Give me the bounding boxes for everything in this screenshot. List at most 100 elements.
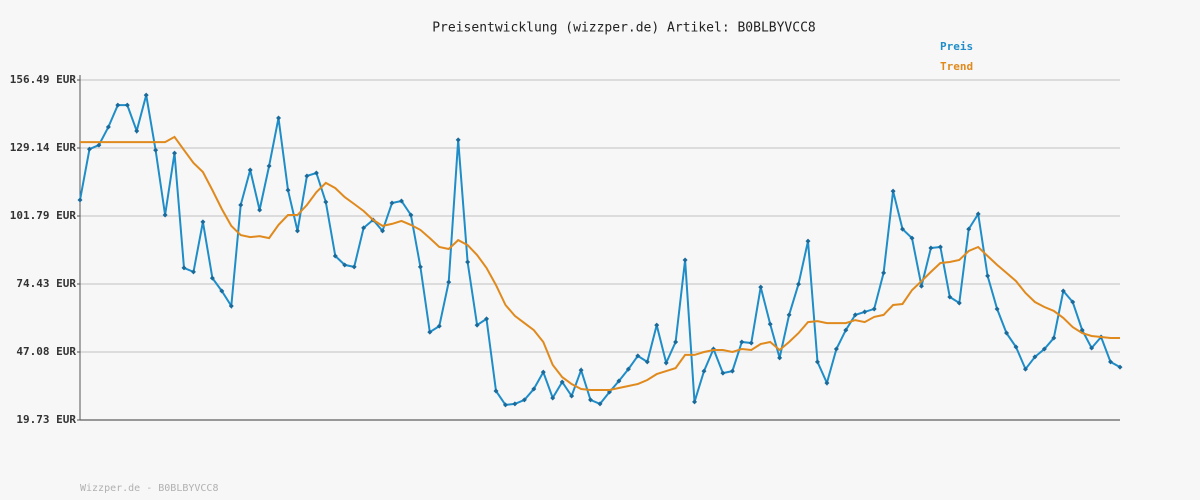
data-point [824,380,830,386]
data-point [928,245,934,251]
data-point [266,163,272,169]
data-point [200,219,206,225]
series-line [80,135,1120,391]
data-point [143,92,149,98]
data-point [238,202,244,208]
data-point [190,269,196,275]
data-point [729,368,735,374]
data-point [294,228,300,234]
data-point [569,393,575,399]
data-point [521,397,527,403]
data-point [720,370,726,376]
data-point [1022,366,1028,372]
data-point [540,369,546,375]
data-point [276,115,282,121]
data-point [247,167,253,173]
data-point [1004,330,1010,336]
data-point [909,235,915,241]
data-point [843,327,849,333]
data-point [890,188,896,194]
data-point [900,226,906,232]
data-point [625,366,631,372]
data-point [417,264,423,270]
data-point [805,238,811,244]
data-point [124,102,130,108]
data-point [96,142,102,148]
footer: Wizzper.de - B0BLBYVCC8 [80,483,218,494]
data-point [975,211,981,217]
data-point [1032,354,1038,360]
data-point [351,264,357,270]
data-point [361,225,367,231]
data-point [1041,346,1047,352]
data-point [748,340,754,346]
data-point [427,329,433,335]
data-point [446,279,452,285]
data-point [153,147,159,153]
y-tick-label: 19.73 EUR [16,413,76,426]
y-tick-label: 47.08 EUR [16,345,76,358]
data-point [616,378,622,384]
data-point [304,173,310,179]
data-point [228,303,234,309]
data-point [474,322,480,328]
data-point [881,270,887,276]
data-point [692,399,698,405]
data-point [588,397,594,403]
data-point [1051,335,1057,341]
data-point [796,281,802,287]
data-point [342,262,348,268]
data-point [398,198,404,204]
data-point [833,346,839,352]
data-point [105,124,111,130]
data-point [559,379,565,385]
data-point [739,339,745,345]
data-point [1089,345,1095,351]
data-point [332,253,338,259]
data-point [644,359,650,365]
data-point [408,212,414,218]
data-point [257,207,263,213]
data-point [654,322,660,328]
data-point [871,306,877,312]
data-point [455,137,461,143]
chart-title: Preisentwicklung (wizzper.de) Artikel: B… [432,21,816,36]
data-point [219,288,225,294]
data-point [758,284,764,290]
data-point [115,102,121,108]
data-point [502,402,508,408]
y-tick-label: 156.49 EUR [10,73,77,86]
data-point [918,283,924,289]
data-point [86,146,92,152]
data-point [465,259,471,265]
data-point [985,273,991,279]
data-point [852,312,858,318]
data-point [162,212,168,218]
data-point [493,388,499,394]
data-point [1117,364,1123,370]
data-point [436,323,442,329]
data-point [947,294,953,300]
data-point [1013,344,1019,350]
data-point [777,355,783,361]
data-point [77,197,83,203]
data-point [380,228,386,234]
data-point [550,395,556,401]
data-point [313,170,319,176]
data-point [814,359,820,365]
data-point [966,226,972,232]
data-point [512,401,518,407]
data-point [663,360,669,366]
data-point [862,309,868,315]
legend-entry: Trend [940,60,973,73]
data-point [994,306,1000,312]
data-point [1108,359,1114,365]
data-point [531,386,537,392]
data-point [635,353,641,359]
data-point [673,339,679,345]
data-point [767,321,773,327]
data-point [956,300,962,306]
